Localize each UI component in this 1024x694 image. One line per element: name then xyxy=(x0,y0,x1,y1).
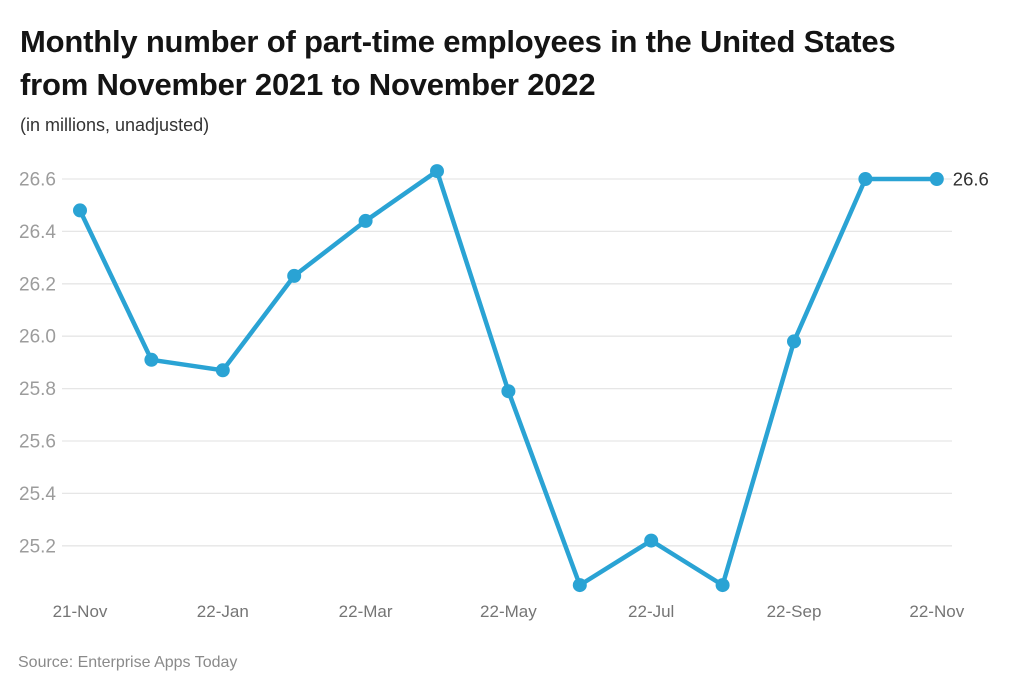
source-note: Source: Enterprise Apps Today xyxy=(18,654,238,671)
y-tick-label: 26.2 xyxy=(19,274,56,295)
data-point-marker xyxy=(787,334,801,349)
x-tick-label: 22-Sep xyxy=(767,602,822,621)
data-point-marker xyxy=(358,213,373,228)
x-tick-label: 21-Nov xyxy=(53,602,108,621)
data-point-marker xyxy=(215,363,230,378)
data-point-marker xyxy=(144,352,159,367)
y-tick-label: 25.4 xyxy=(19,484,56,505)
chart-title: Monthly number of part-time employees in… xyxy=(20,20,1010,106)
data-point-marker xyxy=(858,172,873,186)
x-tick-label: 22-Mar xyxy=(339,602,393,621)
x-tick-label: 22-Jul xyxy=(628,602,674,621)
data-point-marker xyxy=(73,203,87,218)
x-tick-label: 22-May xyxy=(480,602,537,621)
y-tick-label: 25.8 xyxy=(19,379,56,400)
last-value-label: 26.6 xyxy=(953,169,989,190)
x-tick-label: 22-Jan xyxy=(197,602,249,621)
chart-subtitle: (in millions, unadjusted) xyxy=(20,115,210,135)
data-point-marker xyxy=(430,164,444,179)
chart-title-line-2: from November 2021 to November 2022 xyxy=(20,67,596,102)
chart-title-line-1: Monthly number of part-time employees in… xyxy=(20,24,896,59)
y-tick-label: 25.6 xyxy=(19,432,56,453)
x-tick-label: 22-Nov xyxy=(909,602,964,621)
data-point-marker xyxy=(715,578,730,593)
data-point-marker xyxy=(644,533,659,548)
y-tick-label: 26.0 xyxy=(19,327,56,348)
y-tick-label: 26.4 xyxy=(19,222,56,243)
series-line xyxy=(77,168,940,588)
data-point-marker xyxy=(572,578,587,593)
data-point-marker xyxy=(929,172,944,186)
data-point-marker xyxy=(287,268,302,283)
y-tick-label: 26.6 xyxy=(19,170,56,191)
y-tick-label: 25.2 xyxy=(19,536,56,557)
data-point-marker xyxy=(501,384,516,399)
